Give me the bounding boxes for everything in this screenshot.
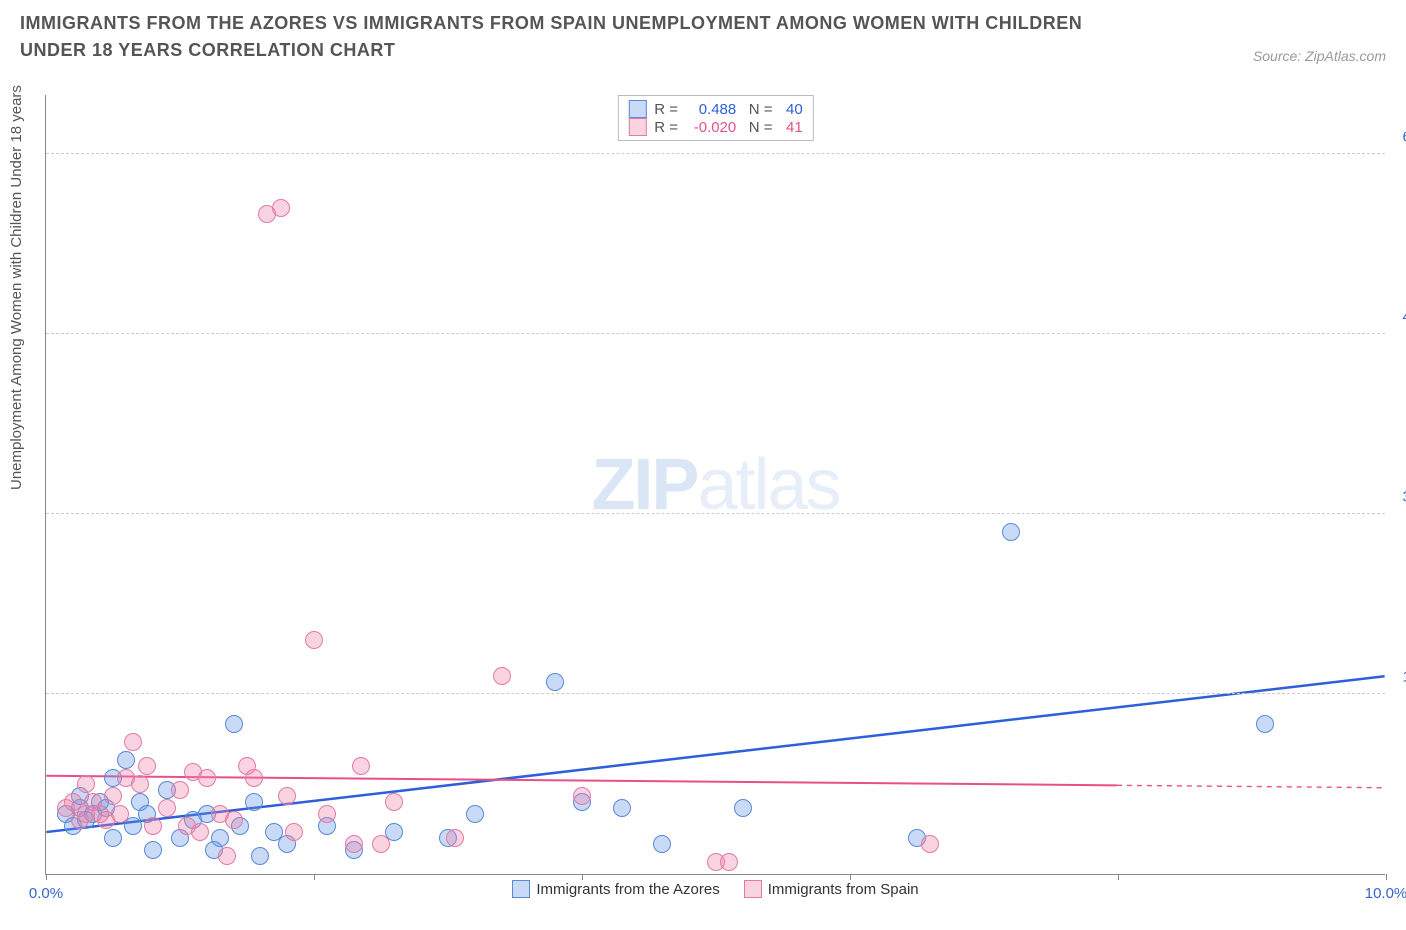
legend-label: Immigrants from the Azores [536, 881, 719, 898]
stats-text: R = -0.020 N = 41 [654, 119, 802, 136]
legend-swatch [628, 118, 646, 136]
source-label: Source: ZipAtlas.com [1253, 48, 1386, 64]
correlation-stats-box: R = 0.488 N = 40R = -0.020 N = 41 [617, 95, 813, 141]
y-tick-label: 60.0% [1402, 129, 1406, 146]
scatter-point [131, 775, 149, 793]
scatter-point [493, 667, 511, 685]
gridline [46, 513, 1385, 514]
scatter-point [446, 829, 464, 847]
series-legend: Immigrants from the Azores Immigrants fro… [46, 880, 1385, 902]
scatter-point [573, 787, 591, 805]
scatter-point [318, 805, 336, 823]
scatter-point [144, 841, 162, 859]
scatter-point [466, 805, 484, 823]
scatter-point [372, 835, 390, 853]
scatter-point [245, 793, 263, 811]
legend-item: Immigrants from Spain [744, 880, 919, 898]
stats-row: R = 0.488 N = 40 [628, 100, 802, 118]
x-tick [46, 874, 47, 880]
legend-swatch [628, 100, 646, 118]
scatter-point [385, 793, 403, 811]
scatter-point [117, 751, 135, 769]
scatter-point [77, 775, 95, 793]
x-tick-label: 0.0% [29, 885, 63, 902]
scatter-point [124, 733, 142, 751]
scatter-point [734, 799, 752, 817]
scatter-point [613, 799, 631, 817]
scatter-point [921, 835, 939, 853]
scatter-point [138, 757, 156, 775]
scatter-point [285, 823, 303, 841]
scatter-point [225, 715, 243, 733]
scatter-point [653, 835, 671, 853]
gridline [46, 693, 1385, 694]
scatter-point [1002, 523, 1020, 541]
scatter-point [720, 853, 738, 871]
scatter-point [104, 829, 122, 847]
scatter-point [272, 199, 290, 217]
x-tick [1118, 874, 1119, 880]
legend-swatch [512, 880, 530, 898]
scatter-point [211, 829, 229, 847]
scatter-point [1256, 715, 1274, 733]
x-tick [1386, 874, 1387, 880]
scatter-point [111, 805, 129, 823]
scatter-point [251, 847, 269, 865]
y-axis-label: Unemployment Among Women with Children U… [8, 85, 25, 490]
gridline [46, 333, 1385, 334]
legend-item: Immigrants from the Azores [512, 880, 719, 898]
stats-text: R = 0.488 N = 40 [654, 101, 802, 118]
scatter-point [191, 823, 209, 841]
scatter-point [158, 799, 176, 817]
y-tick-label: 30.0% [1402, 489, 1406, 506]
scatter-point [345, 835, 363, 853]
y-tick-label: 15.0% [1402, 669, 1406, 686]
y-tick-label: 45.0% [1402, 309, 1406, 326]
scatter-point [546, 673, 564, 691]
scatter-point [245, 769, 263, 787]
scatter-point [278, 787, 296, 805]
chart-title: IMMIGRANTS FROM THE AZORES VS IMMIGRANTS… [20, 10, 1120, 64]
scatter-point [225, 811, 243, 829]
scatter-point [144, 817, 162, 835]
legend-label: Immigrants from Spain [768, 881, 919, 898]
legend-swatch [744, 880, 762, 898]
header: IMMIGRANTS FROM THE AZORES VS IMMIGRANTS… [0, 0, 1406, 69]
scatter-chart: ZIPatlas R = 0.488 N = 40R = -0.020 N = … [45, 95, 1385, 875]
x-tick-label: 10.0% [1365, 885, 1406, 902]
scatter-point [352, 757, 370, 775]
scatter-point [171, 781, 189, 799]
scatter-point [104, 787, 122, 805]
stats-row: R = -0.020 N = 41 [628, 118, 802, 136]
trendline-extrapolated [1117, 785, 1385, 787]
x-tick [314, 874, 315, 880]
scatter-point [218, 847, 236, 865]
scatter-point [305, 631, 323, 649]
x-tick [582, 874, 583, 880]
scatter-point [198, 769, 216, 787]
gridline [46, 153, 1385, 154]
x-tick [850, 874, 851, 880]
